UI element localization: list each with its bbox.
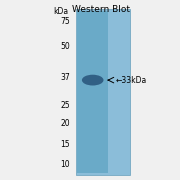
- Bar: [77, 11, 108, 173]
- Text: 37: 37: [60, 73, 70, 82]
- Text: Western Blot: Western Blot: [72, 5, 130, 14]
- Text: 50: 50: [60, 42, 70, 51]
- Text: 10: 10: [61, 160, 70, 169]
- Text: 15: 15: [61, 140, 70, 149]
- Text: kDa: kDa: [53, 7, 68, 16]
- Text: 75: 75: [60, 17, 70, 26]
- Ellipse shape: [82, 75, 104, 86]
- Text: ←33kDa: ←33kDa: [115, 76, 147, 85]
- Text: 20: 20: [61, 119, 70, 128]
- Bar: [76, 9, 130, 175]
- Text: 25: 25: [61, 101, 70, 110]
